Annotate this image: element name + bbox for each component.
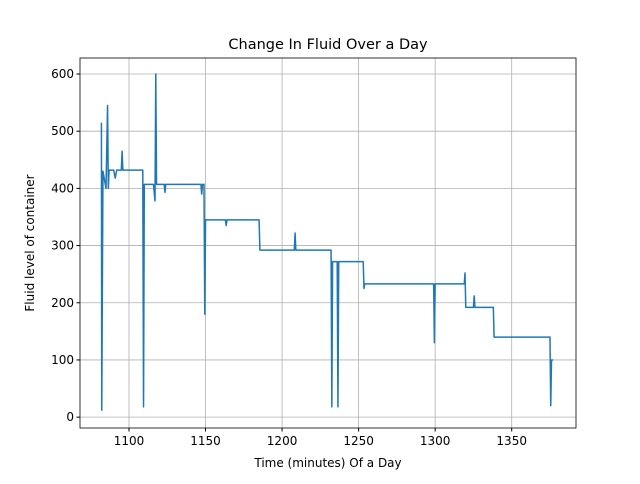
y-tick-label: 400 [51,181,74,195]
y-tick-label: 500 [51,124,74,138]
x-tick-label: 1350 [496,434,527,448]
y-tick-label: 200 [51,296,74,310]
plot-frame [79,57,577,429]
y-tick-label: 600 [51,67,74,81]
x-tick-label: 1150 [190,434,221,448]
data-line [100,73,554,412]
chart-title: Change In Fluid Over a Day [228,37,428,53]
x-tick-label: 1250 [343,434,374,448]
y-axis-label: Fluid level of container [23,174,37,311]
x-tick-label: 1300 [420,434,451,448]
x-tick-label: 1200 [267,434,298,448]
x-axis-label: Time (minutes) Of a Day [253,456,401,470]
y-tick-label: 0 [66,410,74,424]
y-tick-label: 300 [51,239,74,253]
y-tick-label: 100 [51,353,74,367]
x-tick-label: 1100 [114,434,145,448]
